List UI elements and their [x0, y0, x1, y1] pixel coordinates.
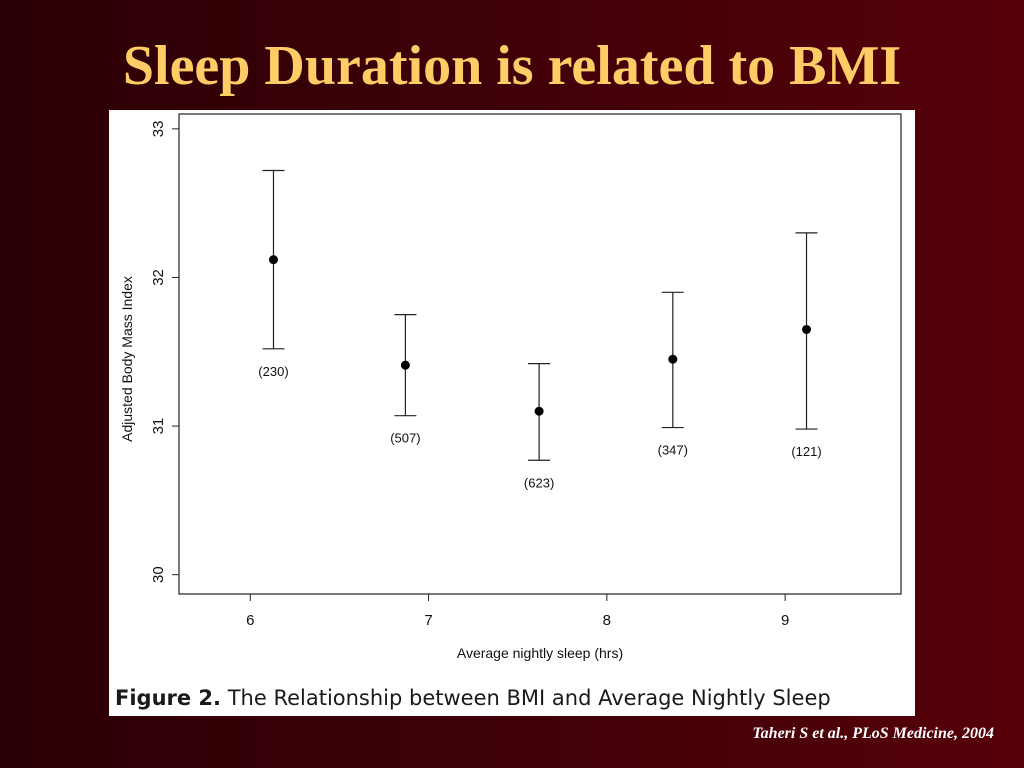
y-axis-title: Adjusted Body Mass Index — [119, 276, 135, 442]
axes: 6 7 8 9 30 31 32 33 — [150, 113, 902, 629]
x-tick-label: 7 — [424, 612, 432, 629]
slide-title: Sleep Duration is related to BMI — [122, 35, 902, 97]
x-tick-label: 9 — [781, 612, 789, 629]
citation: Taheri S et al., PLoS Medicine, 2004 — [752, 725, 994, 742]
sample-size-label: (347) — [658, 443, 688, 458]
data-point — [668, 354, 678, 364]
figure-caption: Figure 2. The Relationship between BMI a… — [115, 686, 831, 710]
figure-panel: 6 7 8 9 30 31 32 33 (230) (507) (623) (347) (121) A… — [109, 110, 915, 716]
sample-size-label: (507) — [390, 431, 420, 446]
bmi-sleep-chart: 6 7 8 9 30 31 32 33 (230) (507) (623) (347) (121) A… — [119, 113, 902, 661]
data-point — [268, 255, 278, 265]
plot-frame — [178, 113, 902, 595]
sample-size-label: (121) — [791, 444, 821, 459]
data-point — [534, 406, 544, 416]
figure-caption-label: Figure 2. — [115, 686, 222, 710]
x-axis-title: Average nightly sleep (hrs) — [457, 645, 623, 661]
sample-size-label: (623) — [524, 475, 554, 490]
data-point — [400, 360, 410, 370]
x-tick-label: 8 — [603, 612, 611, 629]
y-tick-label: 30 — [150, 566, 167, 583]
y-tick-label: 33 — [150, 121, 167, 138]
x-tick-label: 6 — [246, 612, 254, 629]
y-tick-label: 31 — [150, 418, 167, 435]
y-tick-label: 32 — [150, 269, 167, 286]
chart-marks: (230) (507) (623) (347) (121) — [258, 169, 822, 490]
sample-size-label: (230) — [258, 364, 288, 379]
figure-caption-text: The Relationship between BMI and Average… — [221, 686, 831, 710]
data-point — [802, 324, 812, 334]
